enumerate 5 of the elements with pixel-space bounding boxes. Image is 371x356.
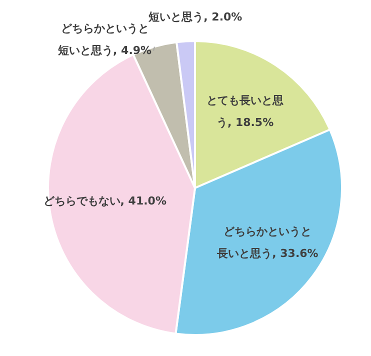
slice-label: どちらでもない, 41.0% [43,194,166,208]
slice-label: とても長いと思う, 18.5% [206,94,284,129]
slice-label: 短いと思う, 2.0% [148,10,242,24]
slice-label: どちらかというと長いと思う, 33.6% [216,224,318,260]
slice-label: どちらかというと短いと思う, 4.9% [57,22,152,57]
